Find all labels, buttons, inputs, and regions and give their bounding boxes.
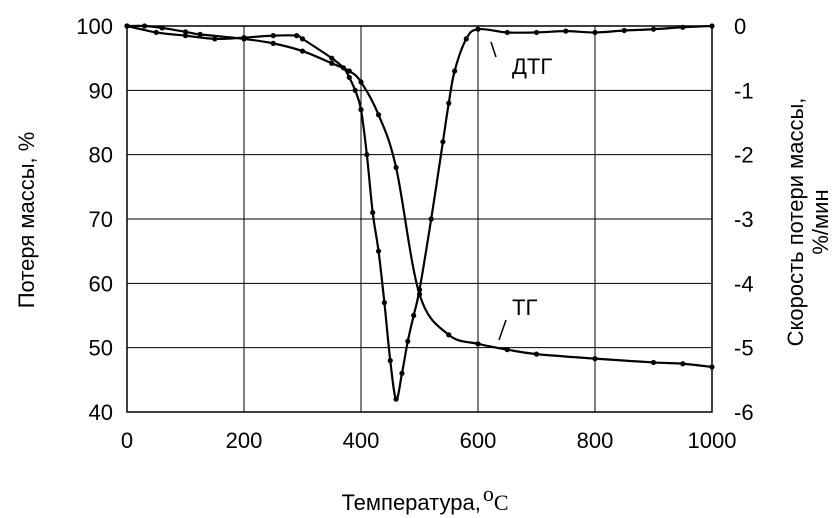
grid bbox=[126, 25, 713, 413]
y-left-tick-label: 70 bbox=[89, 207, 113, 232]
data-point-tg bbox=[141, 23, 148, 29]
data-point-dtg bbox=[504, 29, 510, 36]
x-tick-label: 400 bbox=[343, 428, 380, 453]
y-left-tick-label: 80 bbox=[89, 143, 113, 168]
y-left-tick-label: 90 bbox=[89, 78, 113, 103]
data-point-tg bbox=[533, 351, 540, 357]
data-point-dtg bbox=[270, 33, 276, 39]
data-point-dtg bbox=[399, 370, 405, 376]
data-point-tg bbox=[358, 79, 364, 85]
data-point-tg bbox=[182, 29, 189, 35]
series-layer bbox=[124, 23, 715, 402]
data-point-dtg bbox=[463, 36, 469, 42]
data-point-tg bbox=[393, 164, 399, 171]
data-point-dtg bbox=[393, 396, 399, 402]
data-point-dtg bbox=[329, 55, 335, 61]
data-point-tg bbox=[299, 48, 306, 54]
data-point-tg bbox=[680, 361, 686, 367]
y-left-tick-label: 40 bbox=[89, 400, 113, 425]
y-right-tick-label: 0 bbox=[734, 14, 746, 39]
data-point-dtg bbox=[446, 100, 452, 106]
data-point-dtg bbox=[364, 152, 370, 158]
y-left-tick-label: 60 bbox=[89, 271, 113, 296]
data-point-dtg bbox=[592, 29, 598, 36]
data-point-dtg bbox=[346, 74, 352, 81]
x-tick-label: 1000 bbox=[688, 428, 737, 453]
data-point-dtg bbox=[212, 36, 218, 42]
data-point-dtg bbox=[709, 23, 715, 29]
data-point-dtg bbox=[650, 26, 657, 32]
data-point-dtg bbox=[370, 209, 376, 216]
data-point-dtg bbox=[475, 26, 481, 32]
data-point-dtg bbox=[294, 33, 300, 39]
y-right-tick-label: -5 bbox=[734, 336, 754, 361]
x-tick-label: 800 bbox=[577, 428, 614, 453]
data-point-tg bbox=[650, 359, 657, 366]
y-right-axis-title-line2: %/мин bbox=[808, 189, 833, 254]
y-left-tick-label: 50 bbox=[89, 336, 113, 361]
data-point-tg bbox=[475, 341, 481, 347]
data-point-dtg bbox=[340, 65, 347, 71]
data-point-tg bbox=[270, 40, 276, 46]
data-point-dtg bbox=[124, 23, 130, 29]
y-right-tick-label: -3 bbox=[734, 207, 754, 232]
data-point-tg bbox=[709, 364, 715, 370]
y-right-tick-label: -6 bbox=[734, 400, 754, 425]
data-point-dtg bbox=[358, 107, 364, 113]
data-point-tg bbox=[592, 356, 598, 362]
data-point-tg bbox=[197, 31, 203, 37]
data-point-dtg bbox=[411, 312, 417, 319]
data-point-tg bbox=[375, 112, 382, 118]
y-right-axis-title-line1: Скорость потери массы, bbox=[783, 98, 808, 347]
tg-label: ТГ bbox=[512, 295, 537, 320]
data-point-dtg bbox=[182, 33, 189, 39]
ticks: 0 200 400 600 800 1000 40 50 60 70 80 90 100 -6 -5 -4 -3… bbox=[76, 14, 753, 453]
data-point-dtg bbox=[405, 338, 411, 344]
data-point-dtg bbox=[416, 287, 423, 293]
data-point-dtg bbox=[153, 29, 159, 36]
data-point-dtg bbox=[352, 87, 358, 93]
y-left-tick-label: 100 bbox=[76, 14, 113, 39]
data-point-dtg bbox=[375, 248, 382, 254]
y-left-axis-title: Потеря массы, % bbox=[14, 132, 39, 309]
data-point-tg bbox=[346, 68, 352, 74]
series-line-tg bbox=[126, 24, 713, 369]
data-point-dtg bbox=[428, 216, 434, 222]
y-right-tick-label: -4 bbox=[734, 271, 754, 296]
data-point-dtg bbox=[299, 36, 306, 42]
dtg-label: ДТГ bbox=[512, 54, 552, 79]
x-axis-unit: C bbox=[494, 490, 509, 515]
data-point-dtg bbox=[387, 357, 393, 364]
y-right-tick-label: -1 bbox=[734, 78, 754, 103]
data-point-dtg bbox=[452, 68, 458, 74]
data-point-dtg bbox=[621, 27, 627, 34]
x-tick-label: 0 bbox=[121, 428, 133, 453]
data-point-tg bbox=[504, 347, 510, 353]
x-axis-title: Температура,oC bbox=[341, 481, 508, 515]
data-point-dtg bbox=[440, 139, 446, 145]
x-axis-title-text: Температура, bbox=[341, 490, 480, 515]
series-line-dtg bbox=[126, 24, 713, 401]
data-point-dtg bbox=[563, 28, 569, 34]
x-axis-unit-sup: o bbox=[483, 481, 494, 506]
plot-frame bbox=[126, 25, 713, 413]
data-point-dtg bbox=[533, 29, 540, 36]
data-point-tg bbox=[329, 60, 335, 66]
data-point-dtg bbox=[680, 24, 686, 30]
tg-label-leader bbox=[498, 319, 507, 341]
x-tick-label: 600 bbox=[460, 428, 497, 453]
data-point-dtg bbox=[241, 34, 247, 41]
dtg-label-leader bbox=[490, 41, 497, 58]
x-tick-label: 200 bbox=[226, 428, 263, 453]
data-point-tg bbox=[159, 25, 165, 31]
data-point-dtg bbox=[381, 300, 387, 306]
y-right-tick-label: -2 bbox=[734, 143, 754, 168]
data-point-tg bbox=[446, 332, 452, 338]
